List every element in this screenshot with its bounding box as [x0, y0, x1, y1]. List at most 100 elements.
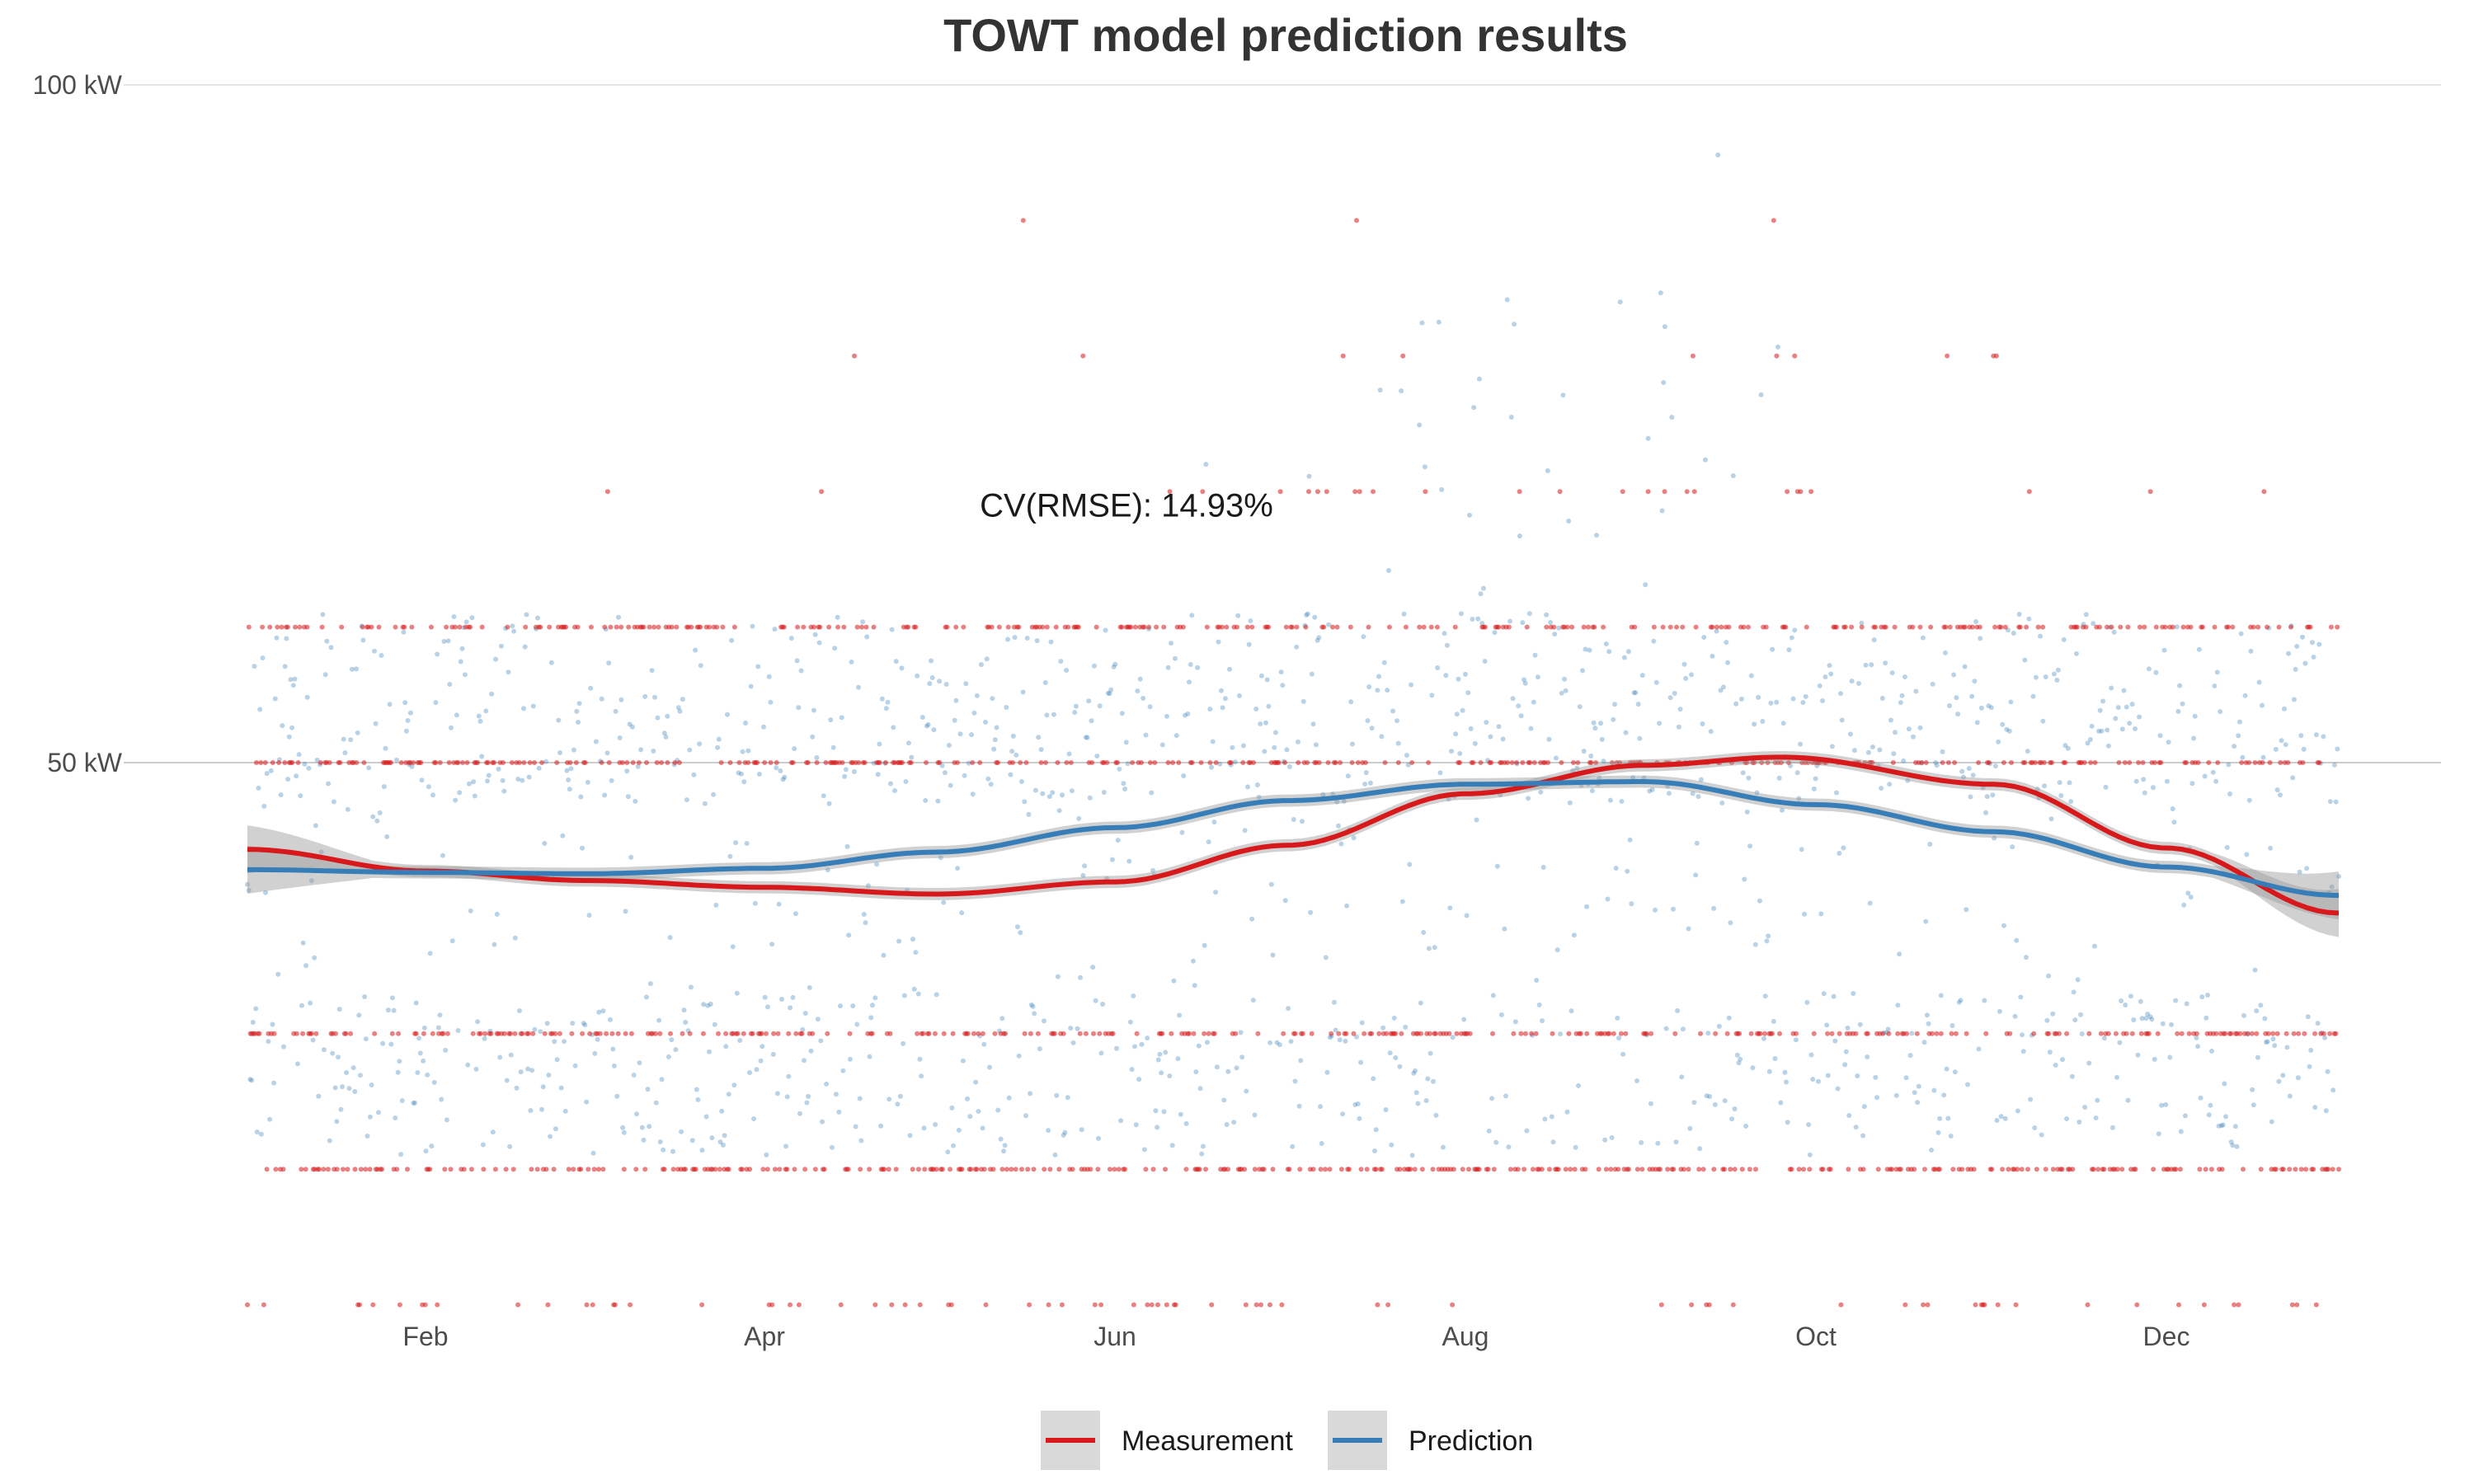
measurement-point — [1165, 760, 1171, 765]
measurement-point — [1849, 624, 1855, 630]
prediction-point — [1893, 1092, 1899, 1098]
prediction-point — [2141, 777, 2147, 782]
prediction-point — [1202, 942, 1207, 948]
measurement-point — [1962, 624, 1968, 630]
prediction-point — [2282, 706, 2287, 711]
measurement-point — [1808, 489, 1814, 495]
prediction-point — [562, 1108, 568, 1114]
prediction-point — [609, 777, 614, 783]
prediction-point — [869, 1003, 875, 1008]
prediction-point — [2170, 806, 2175, 811]
prediction-point — [883, 706, 889, 711]
prediction-point — [2138, 998, 2143, 1004]
prediction-point — [2258, 1003, 2264, 1008]
measurement-point — [2133, 1167, 2138, 1172]
prediction-point — [476, 713, 482, 719]
prediction-point — [1704, 1093, 1710, 1099]
prediction-point — [1512, 322, 1517, 327]
prediction-point — [1129, 1067, 1135, 1073]
measurement-point — [1746, 624, 1751, 630]
measurement-point — [260, 624, 266, 630]
prediction-point — [2060, 1057, 2065, 1063]
measurement-point — [2289, 1302, 2295, 1308]
measurement-point — [1658, 1167, 1663, 1172]
prediction-point — [2087, 737, 2093, 742]
prediction-point — [1366, 684, 1372, 690]
prediction-point — [2011, 631, 2016, 636]
measurement-point — [871, 624, 877, 630]
prediction-point — [1770, 646, 1776, 652]
prediction-point — [1026, 811, 1032, 817]
measurement-point — [2212, 624, 2218, 630]
prediction-point — [578, 794, 584, 800]
measurement-point — [1038, 760, 1044, 765]
measurement-point — [1921, 1302, 1926, 1308]
prediction-point — [633, 798, 638, 804]
prediction-point — [498, 643, 504, 649]
prediction-point — [1648, 1101, 1653, 1106]
prediction-point — [2095, 1097, 2100, 1103]
prediction-point — [1916, 1083, 1921, 1089]
prediction-point — [2242, 693, 2248, 698]
prediction-point — [524, 612, 529, 618]
prediction-point — [747, 1070, 752, 1075]
prediction-point — [1418, 1000, 1423, 1006]
prediction-point — [2300, 634, 2305, 640]
measurement-point — [2083, 624, 2089, 630]
measurement-point — [475, 760, 481, 765]
measurement-point — [264, 1167, 270, 1172]
prediction-point — [797, 1111, 802, 1116]
measurement-point — [670, 1167, 676, 1172]
prediction-point — [1944, 1066, 1950, 1072]
measurement-point — [529, 1167, 534, 1172]
prediction-point — [2069, 1073, 2075, 1079]
prediction-point — [483, 708, 489, 714]
measurement-point — [1183, 1167, 1189, 1172]
prediction-point — [843, 767, 849, 773]
prediction-point — [1824, 1022, 1830, 1028]
prediction-point — [304, 694, 310, 700]
measurement-point — [1042, 1167, 1047, 1172]
prediction-point — [1838, 691, 1843, 697]
measurement-point — [246, 624, 252, 630]
measurement-point — [2097, 624, 2102, 630]
prediction-point — [1111, 664, 1117, 669]
measurement-point — [910, 1167, 915, 1172]
measurement-point — [1452, 624, 1458, 630]
prediction-point — [874, 862, 879, 867]
measurement-point — [516, 760, 522, 765]
prediction-point — [1891, 751, 1897, 757]
prediction-point — [967, 1114, 973, 1120]
prediction-point — [1571, 932, 1577, 938]
measurement-point — [1009, 1167, 1014, 1172]
measurement-point — [590, 1302, 595, 1308]
legend: Measurement Prediction — [1041, 1411, 1533, 1470]
measurement-point — [668, 1031, 673, 1036]
measurement-point — [389, 1031, 395, 1036]
measurement-point — [1601, 624, 1606, 630]
measurement-point — [2062, 760, 2068, 765]
prediction-point — [1108, 687, 1114, 693]
prediction-point — [1649, 787, 1655, 792]
prediction-point — [494, 911, 500, 917]
prediction-point — [948, 782, 953, 788]
prediction-point — [2240, 754, 2246, 760]
prediction-point — [1291, 817, 1296, 822]
prediction-point — [1516, 703, 1522, 709]
prediction-point — [1028, 1002, 1034, 1007]
prediction-point — [2169, 1021, 2174, 1027]
prediction-point — [1127, 1019, 1133, 1025]
measurement-point — [1792, 353, 1798, 359]
measurement-point — [1710, 624, 1715, 630]
prediction-point — [477, 718, 483, 724]
prediction-point — [851, 769, 857, 774]
measurement-point — [1674, 624, 1679, 630]
prediction-point — [2308, 1047, 2314, 1053]
y-tick-label: 50 kW — [47, 748, 122, 777]
prediction-point — [1921, 1040, 1927, 1045]
prediction-point — [666, 1054, 671, 1059]
prediction-point — [1464, 913, 1470, 918]
prediction-point — [1633, 690, 1639, 696]
prediction-point — [1221, 1097, 1227, 1103]
measurement-point — [1557, 489, 1563, 495]
